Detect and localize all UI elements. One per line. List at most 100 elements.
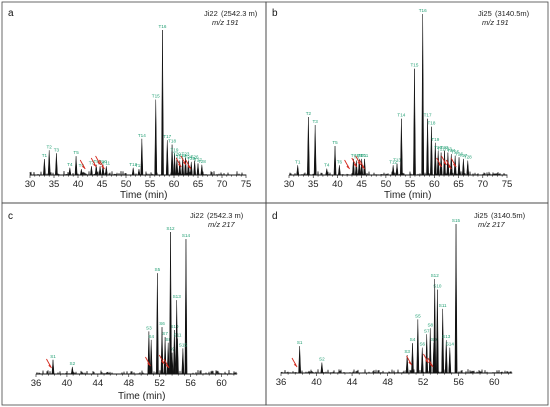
peak-label-S5: S5 [415, 313, 421, 318]
peak-label-T15: T15 [152, 94, 160, 99]
panel-b-plot: 30354045505560657075T1T2T3T4T5T6T7T8T9T1… [284, 8, 513, 190]
x-tick-label: 55 [405, 179, 416, 190]
panel-c-ion: m/z 217 [208, 220, 236, 229]
panel-b-depth: (3140.5m) [495, 9, 530, 18]
peak-label-T8: T8 [94, 159, 100, 164]
peak-label-T14: T14 [397, 113, 405, 118]
peak-T4 [325, 168, 329, 176]
peak-T17 [426, 118, 429, 176]
arrow-head [147, 362, 151, 366]
peak-label-T15: T15 [411, 63, 419, 68]
panel-b-sample: Ji25 [478, 9, 492, 18]
peak-label-S11: S11 [174, 333, 182, 338]
panel-d-ion: m/z 217 [478, 220, 506, 229]
peak-label-S4: S4 [410, 337, 416, 342]
peak-T9 [98, 166, 102, 176]
peak-label-T20: T20 [173, 152, 181, 157]
peak-label-T24: T24 [447, 148, 455, 153]
arrow-head [161, 360, 165, 364]
arrow-head [293, 363, 297, 367]
peak-label-T23: T23 [182, 152, 190, 157]
peak-S1 [51, 359, 55, 375]
peak-label-T2: T2 [306, 111, 312, 116]
peak-label-T4: T4 [67, 162, 73, 167]
peak-S10 [436, 289, 439, 374]
x-tick-label: 56 [185, 378, 196, 389]
peak-T5 [333, 145, 337, 176]
peak-T16 [161, 29, 164, 176]
peak-S6 [420, 347, 424, 374]
peak-label-S1: S1 [50, 354, 56, 359]
peak-T18 [430, 126, 433, 176]
peak-label-S12: S12 [166, 226, 175, 231]
panel-a-sample: Ji22 [204, 9, 218, 18]
peak-label-S12: S12 [431, 273, 440, 278]
x-tick-label: 60 [489, 377, 500, 388]
peak-T9 [357, 158, 361, 176]
x-tick-label: 40 [311, 377, 322, 388]
peak-T1 [43, 159, 46, 176]
x-tick-label: 60 [429, 179, 440, 190]
peak-label-T7: T7 [89, 160, 95, 165]
panel-a: a Ji22 (2542.3 m) m/z 191 30 35 40 45 50 55 60… [1, 1, 267, 204]
x-tick-label: 45 [97, 179, 108, 190]
peak-label-S1: S1 [297, 340, 303, 345]
peak-label-T20: T20 [434, 145, 442, 150]
peak-label-T25: T25 [187, 156, 195, 161]
peak-label-T13: T13 [135, 163, 143, 168]
baseline-trace [280, 369, 513, 374]
x-tick-label: 56 [453, 377, 464, 388]
peak-T28 [200, 164, 204, 176]
peak-label-T22: T22 [179, 153, 187, 158]
panel-d-frame [265, 202, 549, 406]
panel-b-letter: b [272, 8, 278, 19]
peak-T27 [196, 163, 200, 176]
peak-T19 [173, 153, 176, 176]
peak-label-T14: T14 [138, 133, 146, 138]
peak-label-T3: T3 [54, 147, 60, 152]
peak-label-S4: S4 [148, 334, 154, 339]
panel-c-x-axis-title: Time (min) [118, 391, 165, 402]
arrow-head [182, 161, 186, 165]
peak-label-T10: T10 [99, 159, 107, 164]
peak-S10 [173, 329, 176, 375]
peak-label-T11: T11 [103, 160, 111, 165]
peak-label-T26: T26 [191, 155, 199, 160]
arrow-head [178, 163, 182, 167]
peak-S2 [320, 362, 324, 374]
peak-label-S5: S5 [155, 267, 161, 272]
x-tick-label: 75 [241, 179, 252, 190]
panel-c-letter: c [8, 211, 13, 222]
arrow-head [448, 165, 452, 169]
peak-label-S10: S10 [433, 284, 442, 289]
peak-label-T18: T18 [427, 121, 435, 126]
panel-c-depth: (2542.3 m) [207, 211, 244, 220]
peak-T7 [352, 158, 355, 176]
x-tick-label: 50 [381, 179, 392, 190]
peak-T25 [189, 161, 193, 176]
peak-T23 [184, 157, 187, 176]
peak-label-T3: T3 [312, 119, 318, 124]
peak-T26 [457, 157, 461, 176]
peak-T6 [338, 165, 341, 176]
peak-label-S8: S8 [427, 322, 433, 327]
peak-T14 [140, 138, 144, 176]
peak-S15 [181, 348, 185, 375]
x-tick-label: 44 [347, 377, 358, 388]
x-tick-label: 50 [121, 179, 132, 190]
arrow-head [93, 163, 97, 167]
peak-label-S14: S14 [446, 342, 455, 347]
peak-T19 [433, 142, 437, 176]
peak-T3 [313, 125, 317, 176]
peak-label-T17: T17 [163, 134, 171, 139]
panel-b: b Ji25 (3140.5m) m/z 191 30 35 40 45 50 55 60 6… [265, 1, 549, 204]
peak-label-T13: T13 [393, 158, 401, 163]
peak-S13 [175, 300, 179, 375]
peak-T28 [466, 160, 470, 176]
peak-T15 [154, 99, 158, 176]
peak-T12 [391, 165, 395, 176]
x-tick-label: 55 [145, 179, 156, 190]
